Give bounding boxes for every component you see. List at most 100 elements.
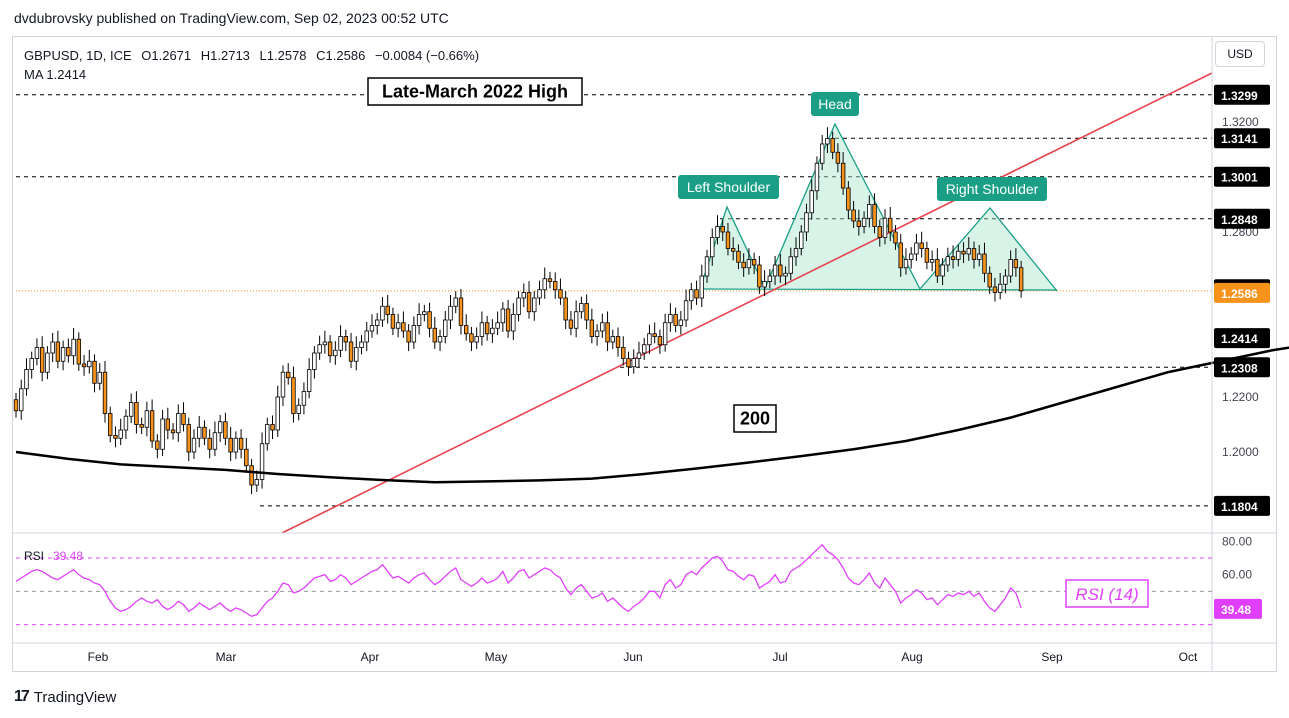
candle-body [464, 325, 469, 335]
currency-button[interactable]: USD [1215, 41, 1265, 67]
legend-close: C1.2586 [316, 48, 366, 63]
candle-body [683, 300, 689, 321]
level-tag-1.3299: 1.3299 [1221, 89, 1258, 103]
candle-body [484, 322, 490, 335]
level-tag-1.2308-bg [1214, 357, 1270, 378]
chart-frame[interactable] [12, 36, 1277, 672]
candle-body [757, 264, 762, 288]
candle-body [814, 162, 820, 192]
candle-body [914, 242, 919, 255]
candle-body [92, 360, 97, 384]
candle-body [736, 250, 741, 263]
legend-open: O1.2671 [141, 48, 192, 63]
top-bar: dvdubrovsky published on TradingView.com… [0, 0, 1289, 36]
candle-body [24, 369, 29, 390]
candle-body [636, 352, 642, 359]
legend-change: −0.0084 (−0.66%) [374, 48, 480, 63]
time-axis-label: Apr [361, 650, 380, 664]
candle-body [176, 413, 181, 434]
publisher-line: dvdubrovsky published on TradingView.com… [14, 10, 449, 26]
rsi-value: 39.48 [53, 549, 83, 563]
legend-symbol[interactable]: GBPUSD, 1D, ICE [24, 48, 132, 63]
candle-body [762, 281, 767, 288]
candle-body [982, 253, 987, 274]
candle-body [809, 190, 814, 214]
candle-body [940, 264, 945, 277]
annotation-left-shoulder: Left Shoulder [678, 175, 779, 199]
level-tag-1.2308: 1.2308 [1221, 361, 1258, 375]
candle-body [872, 204, 877, 227]
candle-body [411, 325, 417, 343]
candle-body [60, 347, 66, 362]
candle-body [511, 314, 516, 332]
candle-body [888, 217, 893, 233]
candle-body [474, 336, 479, 343]
time-axis-label: Jun [623, 650, 642, 664]
candle-body [500, 308, 506, 324]
candle-body [212, 432, 218, 450]
candle-body [710, 237, 715, 258]
candle-body [662, 322, 668, 346]
candle-body [908, 253, 914, 260]
candle-body [306, 369, 312, 392]
candle-body [919, 242, 924, 249]
legend-ma[interactable]: MA 1.2414 [24, 67, 87, 82]
candle-body [840, 162, 846, 189]
candle-body [186, 424, 191, 453]
candle-body [730, 248, 736, 252]
candle-body [825, 138, 830, 145]
candle-body [856, 220, 862, 227]
tradingview-logo-icon[interactable]: 17 [14, 688, 30, 705]
candle-body [830, 138, 835, 153]
candle-body [626, 358, 631, 368]
candle-body [50, 341, 55, 354]
candle-body [977, 253, 982, 260]
time-axis-label: Feb [88, 650, 109, 664]
candle-body [181, 413, 186, 425]
candle-body [621, 347, 626, 359]
candle-body [443, 319, 448, 337]
candle-body [605, 322, 610, 343]
level-tag-1.1804: 1.1804 [1221, 500, 1258, 514]
candle-body [395, 322, 401, 329]
candle-body [165, 418, 171, 431]
candle-body [689, 289, 694, 302]
candle-body [971, 248, 977, 260]
candle-body [71, 338, 76, 357]
candle-body [835, 151, 841, 164]
candle-body [799, 231, 804, 249]
candle-body [804, 212, 809, 233]
candle-body [343, 336, 349, 343]
candle-body [767, 275, 773, 282]
candle-body [867, 204, 872, 219]
candle-body [877, 226, 882, 238]
candle-body [1003, 275, 1008, 285]
rsi-box-label: RSI (14) [1075, 585, 1138, 604]
candle-body [699, 275, 704, 299]
candle-body [956, 250, 961, 260]
candle-body [102, 371, 108, 414]
footer: 17 TradingView [14, 686, 116, 708]
candle-body [589, 319, 595, 337]
footer-brand[interactable]: TradingView [33, 688, 117, 706]
candle-body [694, 289, 699, 299]
candle-body [610, 336, 615, 343]
candle-body [903, 259, 909, 269]
legend-high: H1.2713 [200, 48, 250, 63]
candle-body [558, 289, 563, 299]
candle-body [615, 336, 621, 348]
candle-body [741, 261, 746, 269]
candle-body [144, 410, 150, 428]
candle-body [238, 437, 244, 450]
annotation-head-text: Head [818, 96, 851, 112]
candle-body [642, 344, 647, 354]
candle-body [432, 327, 437, 343]
candle-body [76, 338, 82, 365]
annotation-head: Head [811, 92, 859, 116]
candle-body [542, 278, 547, 291]
level-tag-1.3299-bg [1214, 84, 1270, 105]
candle-body [249, 465, 254, 486]
annotation-head-box [811, 92, 859, 116]
candle-body [223, 421, 228, 439]
